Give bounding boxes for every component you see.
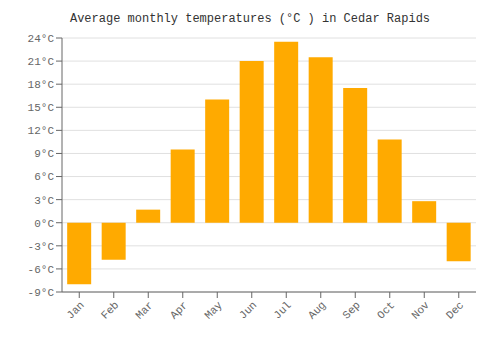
svg-text:Apr: Apr	[168, 299, 190, 321]
svg-text:Jun: Jun	[237, 299, 259, 321]
svg-text:15°C: 15°C	[28, 102, 55, 114]
svg-text:21°C: 21°C	[28, 56, 55, 68]
html-text:Average monthly temperatures (: Average monthly temperatures (°C ) in Ce…	[70, 12, 430, 26]
svg-text:-3°C: -3°C	[28, 241, 55, 253]
svg-text:Oct: Oct	[375, 299, 397, 321]
svg-text:Sep: Sep	[340, 299, 362, 321]
svg-text:Dec: Dec	[444, 299, 466, 321]
svg-text:Aug: Aug	[306, 299, 328, 321]
svg-text:Mar: Mar	[133, 299, 155, 321]
svg-text:-6°C: -6°C	[28, 264, 55, 276]
svg-text:3°C: 3°C	[34, 195, 54, 207]
svg-text:Jul: Jul	[271, 299, 293, 321]
svg-text:-9°C: -9°C	[28, 287, 55, 299]
svg-text:24°C: 24°C	[28, 33, 55, 45]
svg-text:May: May	[202, 299, 225, 322]
svg-text:12°C: 12°C	[28, 125, 55, 137]
svg-text:Nov: Nov	[409, 299, 432, 322]
svg-text:9°C: 9°C	[34, 148, 54, 160]
svg-text:Feb: Feb	[99, 299, 121, 321]
svg-text:Jan: Jan	[64, 299, 86, 321]
svg-text:6°C: 6°C	[34, 171, 54, 183]
svg-text:18°C: 18°C	[28, 79, 55, 91]
svg-text:0°C: 0°C	[34, 218, 54, 230]
